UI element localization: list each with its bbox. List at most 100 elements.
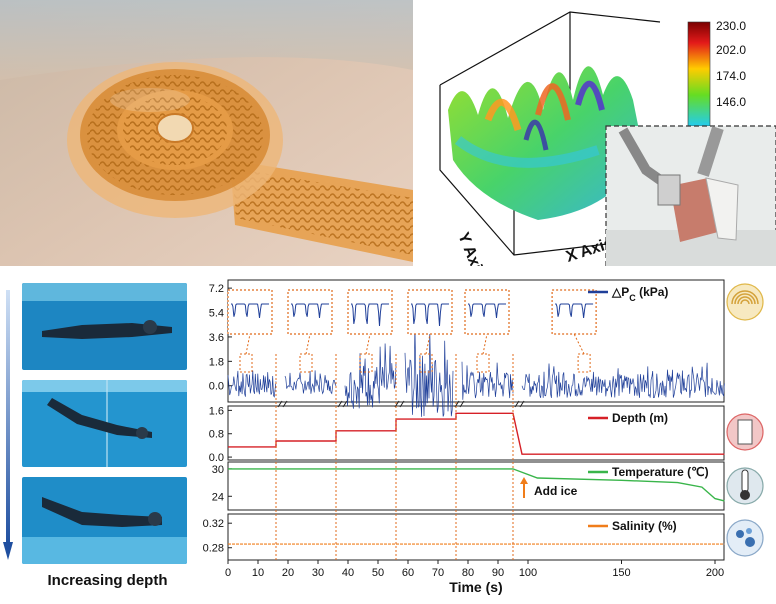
salinity-icon-dot	[736, 530, 744, 538]
axis-break	[337, 400, 343, 408]
axis-break	[282, 400, 288, 408]
pressure-series-segment	[284, 370, 337, 395]
zoom-inset-signal	[351, 303, 389, 327]
x-tick-label: 50	[372, 567, 384, 579]
salinity-icon	[726, 519, 764, 557]
y-tick-label: 0.28	[203, 543, 224, 555]
zoom-connector	[425, 333, 431, 355]
y-tick-label: 3.6	[209, 332, 224, 344]
x-tick-label: 60	[402, 567, 414, 579]
x-tick-label: 150	[612, 567, 630, 579]
zoom-source-box	[577, 353, 591, 373]
panel-frame	[227, 513, 725, 561]
temperature-series	[228, 468, 725, 502]
axis-break	[459, 400, 465, 408]
thermometer-icon-bulb	[740, 490, 750, 500]
y-axis-label: Y Axis	[454, 230, 488, 266]
zoom-connector	[245, 333, 251, 355]
x-tick-label: 90	[492, 567, 504, 579]
depth-arrow	[3, 290, 13, 560]
pressure-series-segment	[404, 324, 454, 417]
pressure-series-segment	[344, 343, 397, 409]
colorbar-tick: 146.0	[716, 95, 746, 109]
zoom-source-box	[299, 353, 313, 373]
add-ice-annotation: Add ice	[534, 484, 578, 498]
x-tick-label: 20	[282, 567, 294, 579]
axis-break	[399, 400, 405, 408]
zoom-source-box	[359, 353, 373, 373]
panel-frame	[227, 279, 725, 403]
y-tick-label: 0.0	[209, 452, 224, 464]
x-tick-label: 200	[706, 567, 724, 579]
y-tick-label: 1.8	[209, 356, 224, 368]
zoom-connector	[365, 333, 371, 355]
axis-break	[519, 400, 525, 408]
y-tick-label: 1.6	[209, 405, 224, 417]
x-tick-label: 30	[312, 567, 324, 579]
y-tick-label: 0.0	[209, 381, 224, 393]
ruler-icon-body	[737, 419, 753, 445]
pressure-series-segment	[227, 370, 277, 398]
salinity-icon-dot	[746, 528, 752, 534]
thermometer-icon-body	[741, 469, 749, 493]
x-tick-label: 10	[252, 567, 264, 579]
colorbar	[687, 21, 711, 127]
y-tick-label: 5.4	[209, 308, 224, 320]
y-tick-label: 30	[212, 464, 224, 476]
zoom-connector	[482, 333, 488, 355]
zoom-connector	[573, 333, 585, 355]
colorbar-tick: 230.0	[716, 19, 746, 33]
surface-plot-panel: Y Axis X Axis 230.0 202.0 174.0 146.0	[418, 0, 776, 266]
panel-frame	[227, 405, 725, 461]
x-tick-label: 70	[432, 567, 444, 579]
plot-box	[439, 11, 661, 256]
zoom-inset	[407, 289, 453, 335]
zoom-connector	[305, 333, 311, 355]
add-ice-arrow-head	[520, 477, 528, 484]
axis-break	[277, 400, 283, 408]
depth-series	[228, 412, 725, 455]
x-tick-label: 80	[462, 567, 474, 579]
legend-label: △PC (kPa)	[611, 285, 668, 303]
swimmer-photo-middle	[22, 380, 187, 467]
legend-label: Temperature (℃)	[612, 465, 709, 479]
panel-frame	[227, 461, 725, 511]
y-tick-label: 0.32	[203, 518, 224, 530]
fingerprint-icon-line	[737, 296, 753, 305]
pressure-series-segment	[461, 361, 514, 400]
swimmer-photo-deep	[22, 477, 187, 564]
pressure-series-segment	[521, 362, 725, 399]
zoom-inset-signal	[555, 303, 594, 319]
x-axis-title: Time (s)	[449, 579, 502, 595]
zoom-source-box	[239, 353, 253, 373]
x-tick-label: 40	[342, 567, 354, 579]
sensor-photo	[0, 0, 413, 266]
colorbar-tick: 202.0	[716, 43, 746, 57]
axis-break	[342, 400, 348, 408]
y-tick-label: 0.8	[209, 429, 224, 441]
zoom-inset-signal	[291, 303, 329, 319]
zoom-inset-signal	[411, 303, 449, 327]
x-tick-label: 0	[225, 567, 231, 579]
y-tick-label: 24	[212, 491, 224, 503]
fingerprint-icon-line	[734, 293, 756, 305]
zoom-inset	[347, 289, 393, 335]
zoom-inset-signal	[231, 303, 269, 319]
depth-caption: Increasing depth	[47, 572, 168, 589]
fingerprint-icon-line	[731, 290, 759, 305]
y-tick-label: 7.2	[209, 283, 224, 295]
colorbar-tick: 174.0	[716, 69, 746, 83]
gripper-photo	[605, 125, 776, 266]
swimmer-photo-shallow	[22, 283, 187, 370]
zoom-inset	[464, 289, 510, 335]
zoom-source-box	[476, 353, 490, 373]
x-tick-label: 100	[519, 567, 537, 579]
fingerprint-icon	[726, 283, 764, 321]
legend-label: Depth (m)	[612, 411, 668, 425]
salinity-icon-dot	[745, 537, 755, 547]
legend-label: Salinity (%)	[612, 519, 677, 533]
axis-break	[514, 400, 520, 408]
fingerprint-icon-line	[740, 299, 750, 305]
zoom-inset-signal	[468, 303, 506, 319]
